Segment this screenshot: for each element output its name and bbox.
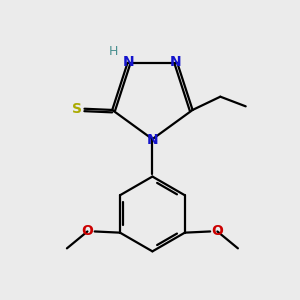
Text: O: O — [212, 224, 223, 239]
Text: N: N — [123, 55, 135, 68]
Text: N: N — [147, 133, 158, 147]
Text: N: N — [170, 55, 182, 68]
Text: S: S — [72, 102, 82, 116]
Text: O: O — [82, 224, 93, 239]
Text: H: H — [109, 45, 118, 58]
